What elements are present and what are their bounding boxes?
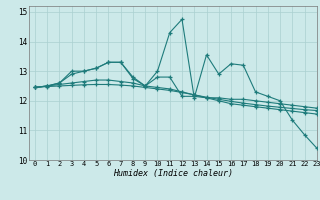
X-axis label: Humidex (Indice chaleur): Humidex (Indice chaleur) bbox=[113, 169, 233, 178]
